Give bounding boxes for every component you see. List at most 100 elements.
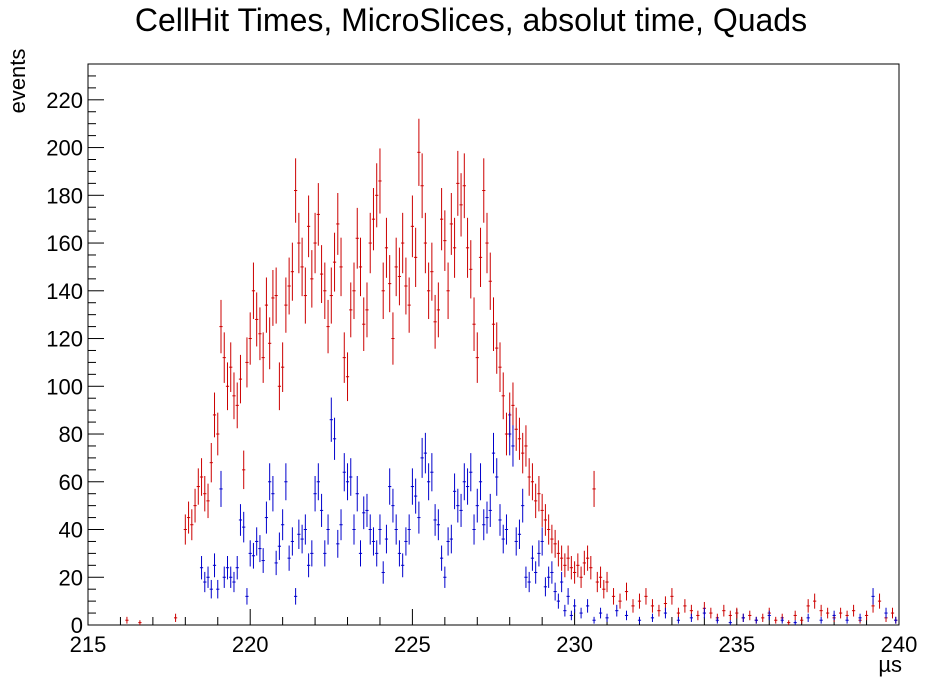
data-point — [566, 588, 570, 605]
data-point — [232, 571, 236, 593]
data-point — [378, 148, 382, 214]
y-tick-label: 180 — [46, 183, 83, 208]
data-point — [550, 561, 554, 584]
data-point — [573, 599, 577, 613]
data-point — [271, 475, 275, 512]
data-point — [605, 613, 609, 622]
data-point — [235, 382, 239, 429]
data-point — [245, 337, 249, 388]
data-point — [225, 362, 230, 411]
data-point — [355, 207, 359, 269]
data-point — [618, 593, 622, 609]
data-point — [806, 599, 810, 613]
data-point — [423, 212, 427, 274]
data-point — [443, 566, 447, 588]
data-point — [563, 604, 567, 617]
data-point — [462, 463, 466, 501]
data-point — [294, 158, 298, 223]
data-point — [394, 237, 398, 297]
data-point — [310, 540, 314, 567]
data-point — [521, 432, 525, 474]
data-point — [524, 566, 528, 588]
data-point — [774, 616, 778, 624]
data-point — [543, 577, 548, 597]
data-point — [219, 470, 223, 507]
data-point — [216, 412, 220, 456]
data-point — [517, 417, 522, 460]
x-tick-label: 215 — [70, 632, 107, 657]
data-point — [670, 588, 674, 605]
data-point — [329, 397, 333, 442]
data-point — [264, 277, 269, 333]
data-point — [232, 372, 236, 420]
data-point — [319, 245, 324, 304]
data-point — [637, 616, 642, 624]
data-point — [251, 542, 256, 569]
data-point — [556, 593, 560, 609]
data-point — [819, 616, 823, 624]
data-point — [871, 588, 875, 605]
data-point — [547, 514, 551, 545]
data-point — [255, 292, 259, 347]
data-point — [573, 561, 577, 584]
data-point — [761, 613, 765, 622]
data-point — [235, 556, 239, 580]
data-point — [449, 524, 453, 554]
data-point — [436, 509, 440, 541]
data-point — [238, 504, 243, 536]
data-point — [313, 475, 317, 512]
data-point — [365, 282, 369, 338]
data-point — [274, 550, 278, 576]
data-point — [624, 610, 629, 621]
y-tick-label: 40 — [59, 518, 83, 543]
axes-group: 215 220 225 230 235 240 0 20 40 60 80 100 120 140 160 1… — [46, 63, 917, 657]
data-point — [459, 173, 463, 237]
data-point — [323, 262, 327, 320]
data-point — [138, 620, 142, 625]
data-point — [427, 262, 431, 320]
data-point — [365, 493, 369, 527]
data-point — [485, 212, 489, 274]
data-point — [349, 282, 353, 338]
data-point — [511, 425, 515, 467]
data-point — [316, 183, 320, 246]
data-point — [358, 237, 363, 297]
data-point — [540, 493, 544, 527]
data-point — [482, 509, 486, 541]
data-point — [212, 392, 217, 438]
data-point — [388, 468, 392, 505]
data-point — [540, 527, 544, 556]
data-point — [439, 545, 444, 571]
data-point — [735, 607, 739, 619]
data-point — [281, 509, 285, 541]
data-point — [832, 610, 836, 621]
data-point — [219, 299, 223, 354]
data-point — [715, 616, 719, 624]
data-point — [478, 463, 483, 501]
data-point — [417, 501, 421, 534]
data-point — [261, 548, 265, 573]
data-point — [355, 475, 359, 512]
data-point — [748, 610, 752, 621]
data-point — [475, 332, 479, 383]
data-point — [358, 540, 363, 567]
data-point — [550, 524, 554, 554]
data-marks-group — [125, 118, 898, 625]
data-point — [845, 616, 849, 624]
data-point — [553, 582, 557, 601]
data-point — [203, 475, 207, 512]
data-point — [378, 514, 382, 545]
data-point — [598, 607, 603, 619]
data-point — [780, 616, 784, 624]
data-point — [530, 463, 535, 501]
data-point — [326, 299, 330, 354]
y-tick-label: 120 — [46, 327, 83, 352]
data-point — [245, 588, 249, 605]
data-point — [702, 607, 706, 619]
data-point — [443, 210, 447, 271]
data-point — [384, 524, 389, 554]
data-point — [255, 527, 259, 556]
data-point — [787, 620, 791, 625]
data-point — [598, 566, 603, 588]
